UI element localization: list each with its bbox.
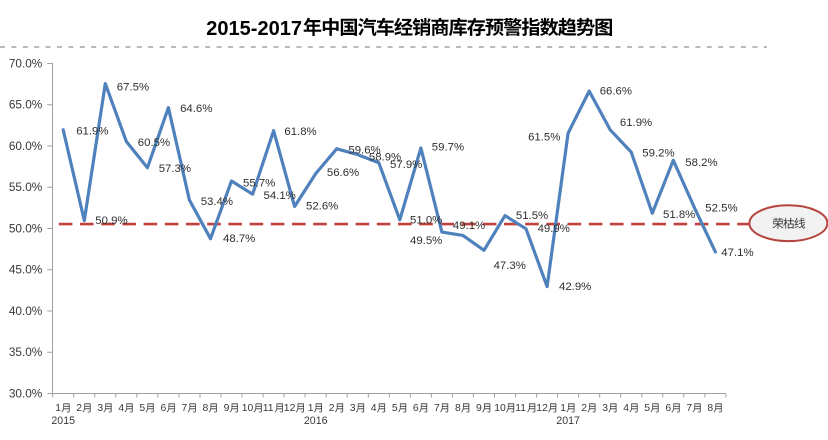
svg-text:60.5%: 60.5% [138, 137, 170, 149]
svg-text:55.0%: 55.0% [9, 180, 43, 194]
svg-text:2: 2 [329, 403, 335, 414]
svg-text:1: 1 [308, 403, 314, 414]
svg-text:8: 8 [203, 403, 209, 414]
svg-text:48.7%: 48.7% [223, 233, 255, 245]
svg-text:57.9%: 57.9% [390, 159, 422, 171]
svg-text:61.8%: 61.8% [284, 126, 316, 138]
svg-text:9: 9 [224, 403, 230, 414]
svg-text:2: 2 [581, 403, 587, 414]
svg-text:59.7%: 59.7% [432, 142, 464, 154]
svg-text:55.7%: 55.7% [243, 177, 275, 189]
svg-text:66.6%: 66.6% [600, 86, 632, 98]
svg-text:2: 2 [76, 403, 82, 414]
svg-text:54.1%: 54.1% [264, 190, 296, 202]
svg-text:61.9%: 61.9% [76, 126, 108, 138]
svg-text:8: 8 [707, 403, 713, 414]
svg-text:51.0%: 51.0% [410, 214, 442, 226]
svg-text:2015-2017: 2015-2017 [206, 18, 302, 40]
svg-text:9: 9 [476, 403, 482, 414]
svg-text:30.0%: 30.0% [9, 386, 43, 400]
svg-text:6: 6 [413, 403, 419, 414]
svg-text:45.0%: 45.0% [9, 263, 43, 277]
svg-text:12: 12 [536, 403, 548, 414]
svg-text:35.0%: 35.0% [9, 345, 43, 359]
svg-text:65.0%: 65.0% [9, 98, 43, 112]
svg-text:7: 7 [686, 403, 692, 414]
svg-text:4: 4 [118, 403, 124, 414]
svg-text:8: 8 [455, 403, 461, 414]
svg-text:52.6%: 52.6% [306, 200, 338, 212]
svg-text:7: 7 [182, 403, 188, 414]
svg-text:49.5%: 49.5% [410, 235, 442, 247]
svg-text:52.5%: 52.5% [705, 203, 737, 215]
svg-text:67.5%: 67.5% [117, 81, 149, 93]
svg-text:1: 1 [55, 403, 61, 414]
svg-text:57.3%: 57.3% [159, 163, 191, 175]
svg-text:58.2%: 58.2% [685, 157, 717, 169]
svg-text:47.1%: 47.1% [721, 247, 753, 259]
svg-text:47.3%: 47.3% [494, 260, 526, 272]
svg-text:11: 11 [263, 403, 274, 414]
svg-text:3: 3 [350, 403, 356, 414]
svg-text:49.9%: 49.9% [538, 223, 570, 235]
svg-text:12: 12 [284, 403, 296, 414]
svg-text:4: 4 [371, 403, 377, 414]
svg-text:40.0%: 40.0% [9, 304, 43, 318]
svg-text:59.6%: 59.6% [348, 144, 380, 156]
svg-text:1: 1 [560, 403, 566, 414]
svg-text:51.8%: 51.8% [663, 209, 695, 221]
svg-text:58.9%: 58.9% [369, 152, 401, 164]
svg-text:56.6%: 56.6% [327, 167, 359, 179]
svg-text:6: 6 [161, 403, 167, 414]
svg-text:6: 6 [665, 403, 671, 414]
svg-text:2016: 2016 [304, 415, 328, 427]
svg-text:3: 3 [602, 403, 608, 414]
svg-text:11: 11 [515, 403, 526, 414]
svg-text:10: 10 [242, 403, 254, 414]
svg-text:5: 5 [644, 403, 650, 414]
svg-text:5: 5 [139, 403, 145, 414]
svg-text:7: 7 [434, 403, 440, 414]
svg-text:3: 3 [97, 403, 103, 414]
svg-text:2017: 2017 [556, 415, 580, 427]
svg-text:53.4%: 53.4% [201, 196, 233, 208]
svg-text:59.2%: 59.2% [642, 148, 674, 160]
svg-text:4: 4 [623, 403, 629, 414]
svg-text:61.5%: 61.5% [528, 132, 560, 144]
svg-text:49.1%: 49.1% [453, 220, 485, 232]
svg-text:70.0%: 70.0% [9, 56, 43, 70]
svg-text:50.9%: 50.9% [95, 215, 127, 227]
svg-text:42.9%: 42.9% [559, 281, 591, 293]
svg-text:50.0%: 50.0% [9, 221, 43, 235]
svg-text:61.9%: 61.9% [620, 117, 652, 129]
svg-text:5: 5 [392, 403, 398, 414]
svg-text:10: 10 [494, 403, 506, 414]
svg-text:60.0%: 60.0% [9, 139, 43, 153]
svg-text:51.5%: 51.5% [516, 210, 548, 222]
svg-text:64.6%: 64.6% [180, 103, 212, 115]
svg-text:2015: 2015 [51, 415, 75, 427]
